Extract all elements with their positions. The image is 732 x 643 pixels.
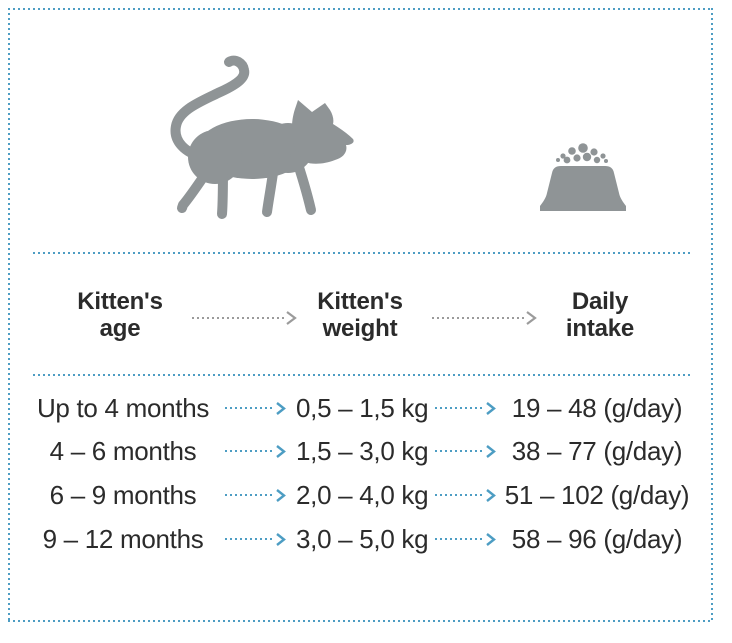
weight-cell: 2,0 – 4,0 kg	[296, 479, 429, 510]
cat-front-leg-near	[290, 150, 316, 215]
age-cell: 9 – 12 months	[42, 523, 204, 554]
dotted-line	[225, 450, 275, 452]
header-age-line2: age	[99, 315, 141, 342]
cat-front-leg-far	[262, 152, 280, 217]
chevron-right-icon	[276, 488, 286, 502]
bowl-shape	[540, 166, 626, 211]
header-daily-intake: Daily intake	[515, 288, 685, 342]
age-cell: 4 – 6 months	[49, 435, 197, 466]
cat-icon	[170, 55, 354, 219]
dotted-arrow-icon	[428, 444, 504, 459]
weight-cell: 1,5 – 3,0 kg	[296, 435, 429, 466]
header-kittens-weight: Kitten's weight	[275, 288, 445, 342]
header-intake-line1: Daily	[571, 288, 629, 315]
cat-tail-shape	[170, 55, 250, 162]
intake-cell: 51 – 102 (g/day)	[504, 479, 690, 510]
chevron-right-icon	[486, 488, 496, 502]
dotted-arrow-icon	[428, 401, 504, 416]
cat-rear-leg-near	[217, 160, 228, 219]
weight-cell: 3,0 – 5,0 kg	[296, 523, 429, 554]
age-cell: 6 – 9 months	[49, 479, 197, 510]
header-kittens-age: Kitten's age	[35, 288, 205, 342]
intake-cell: 38 – 77 (g/day)	[511, 435, 683, 466]
cat-head-shape	[292, 100, 354, 164]
dotted-arrow-icon	[428, 488, 504, 503]
intake-cell: 58 – 96 (g/day)	[511, 523, 683, 554]
dotted-arrow-icon	[216, 401, 296, 416]
header-intake-line2: intake	[565, 315, 635, 342]
chevron-right-icon	[486, 444, 496, 458]
dotted-line	[225, 407, 275, 409]
dotted-arrow-icon	[428, 532, 504, 547]
header-weight-line2: weight	[322, 315, 398, 342]
dotted-line	[435, 494, 485, 496]
kibble-dots	[556, 143, 608, 164]
dotted-border-top	[8, 8, 713, 10]
section-divider-top	[33, 252, 693, 254]
chevron-right-icon	[286, 311, 297, 325]
arrow-age-to-weight-icon	[192, 310, 298, 326]
chevron-right-icon	[526, 311, 537, 325]
dotted-arrow-icon	[216, 444, 296, 459]
dotted-line	[192, 317, 284, 319]
chevron-right-icon	[486, 532, 496, 546]
chevron-right-icon	[276, 532, 286, 546]
dotted-border-bottom	[8, 620, 713, 622]
intake-cell: 19 – 48 (g/day)	[511, 392, 683, 423]
table-row: 4 – 6 months 1,5 – 3,0 kg 38 – 77 (g/day…	[30, 431, 706, 471]
chevron-right-icon	[276, 401, 286, 415]
age-cell: Up to 4 months	[36, 392, 210, 423]
dotted-line	[225, 494, 275, 496]
kibble-bowl-icon	[540, 143, 626, 211]
weight-cell: 0,5 – 1,5 kg	[296, 392, 429, 423]
dotted-line	[435, 407, 485, 409]
section-divider-bottom	[33, 374, 693, 376]
table-row: Up to 4 months 0,5 – 1,5 kg 19 – 48 (g/d…	[30, 388, 706, 428]
arrow-weight-to-intake-icon	[432, 310, 540, 326]
dotted-arrow-icon	[216, 532, 296, 547]
dotted-line	[432, 317, 524, 319]
cat-rear-leg-far	[177, 158, 218, 213]
dotted-border-left	[8, 8, 10, 622]
chevron-right-icon	[276, 444, 286, 458]
header-weight-line1: Kitten's	[317, 288, 403, 315]
table-row: 9 – 12 months 3,0 – 5,0 kg 58 – 96 (g/da…	[30, 519, 706, 559]
table-row: 6 – 9 months 2,0 – 4,0 kg 51 – 102 (g/da…	[30, 475, 706, 515]
dotted-border-right	[711, 8, 713, 622]
dotted-line	[435, 450, 485, 452]
header-age-line1: Kitten's	[77, 288, 163, 315]
dotted-line	[225, 538, 275, 540]
cat-haunch-shape	[188, 130, 242, 184]
chevron-right-icon	[486, 401, 496, 415]
dotted-line	[435, 538, 485, 540]
dotted-arrow-icon	[216, 488, 296, 503]
